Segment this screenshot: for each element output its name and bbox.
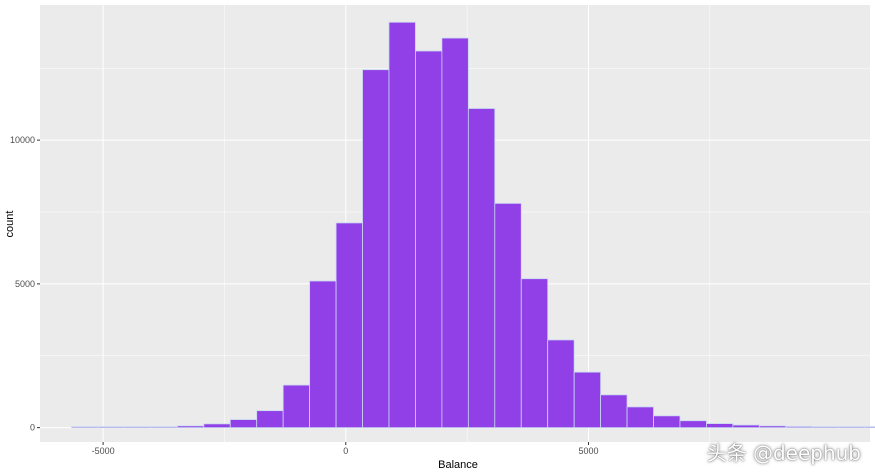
x-tick-label: -5000	[92, 446, 115, 456]
histogram-bar	[573, 371, 602, 429]
histogram-bar	[335, 222, 363, 429]
histogram-bar	[176, 425, 205, 429]
x-tick-label: 5000	[578, 446, 598, 456]
histogram-bar	[547, 339, 575, 429]
histogram-bar	[282, 384, 311, 429]
histogram-bar	[785, 426, 813, 429]
histogram-bar	[811, 426, 840, 429]
histogram-bar	[838, 426, 866, 429]
histogram-bar	[150, 426, 178, 429]
histogram-bar	[441, 37, 469, 429]
x-axis-title: Balance	[438, 459, 478, 471]
y-tick-label: 10000	[10, 135, 35, 145]
histogram-bars	[71, 21, 875, 429]
y-tick-label: 0	[30, 423, 35, 433]
watermark: 头条 @deephub	[706, 441, 861, 465]
x-tick-label: 0	[343, 446, 348, 456]
y-axis-title: count	[4, 211, 16, 238]
histogram-bar	[600, 394, 628, 429]
axis-ticks: -5000 0 5000 0 5000 10000	[10, 135, 599, 456]
histogram-bar	[97, 426, 125, 429]
histogram-bar	[626, 406, 654, 429]
histogram-bar	[203, 423, 231, 429]
histogram-bar	[362, 69, 390, 429]
histogram-bar	[732, 424, 760, 429]
histogram-bar	[706, 423, 734, 429]
histogram-bar	[415, 50, 443, 429]
y-tick-label: 5000	[15, 279, 35, 289]
histogram-bar	[256, 410, 284, 429]
histogram-bar	[520, 278, 549, 429]
histogram-bar	[71, 426, 99, 429]
histogram-bar	[309, 280, 337, 429]
histogram-bar	[653, 415, 681, 429]
histogram-bar	[467, 108, 496, 429]
histogram-bar	[758, 425, 787, 429]
histogram-bar	[388, 21, 416, 429]
histogram-bar	[679, 420, 707, 429]
histogram-bar	[124, 426, 152, 429]
histogram-bar	[229, 419, 258, 429]
histogram-bar	[494, 202, 522, 429]
histogram-bar	[864, 426, 875, 429]
